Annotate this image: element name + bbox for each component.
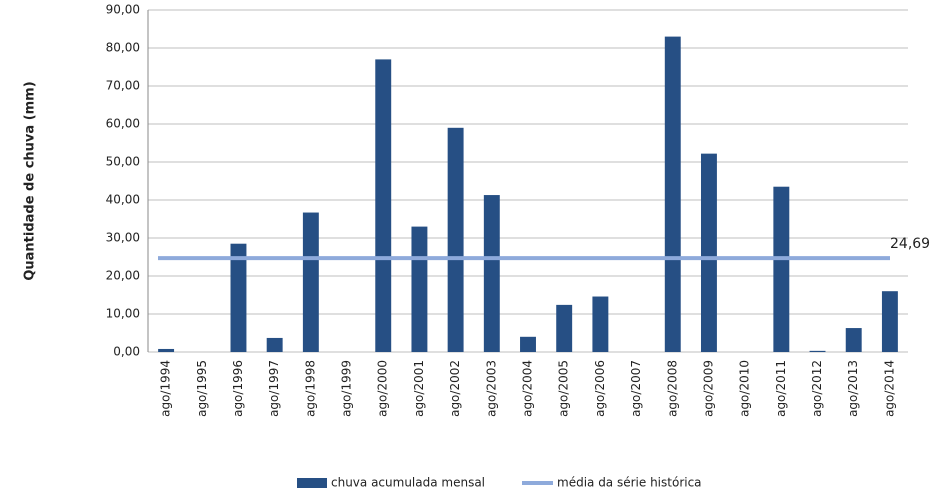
- bar: [664, 36, 681, 352]
- bar: [556, 304, 573, 352]
- bar: [809, 350, 826, 352]
- bar: [881, 291, 898, 352]
- x-tick-label: ago/2002: [448, 360, 462, 417]
- x-tick-label: ago/1996: [231, 360, 245, 417]
- y-tick-label: 30,00: [106, 231, 140, 245]
- y-tick-label: 90,00: [106, 3, 140, 17]
- legend-swatch: [297, 478, 327, 488]
- x-tick-label: ago/2001: [412, 360, 426, 417]
- mean-label: 24,69: [890, 236, 930, 252]
- y-axis-label: Quantidade de chuva (mm): [23, 81, 38, 280]
- y-tick-label: 20,00: [106, 269, 140, 283]
- x-tick-label: ago/2010: [738, 360, 752, 417]
- bar: [158, 348, 175, 352]
- y-tick-label: 70,00: [106, 79, 140, 93]
- x-tick-label: ago/2013: [846, 360, 860, 417]
- x-tick-label: ago/2009: [701, 360, 715, 417]
- bar: [447, 127, 464, 352]
- y-tick-label: 80,00: [106, 41, 140, 55]
- bar: [266, 337, 283, 352]
- bar: [483, 195, 500, 352]
- x-tick-label: ago/2014: [882, 360, 896, 417]
- x-tick-label: ago/2012: [810, 360, 824, 417]
- legend-label: média da série histórica: [557, 476, 702, 490]
- bar: [230, 243, 247, 352]
- x-tick-label: ago/2000: [376, 360, 390, 417]
- bar: [302, 212, 319, 352]
- bar: [411, 226, 428, 352]
- y-tick-label: 10,00: [106, 307, 140, 321]
- y-tick-label: 0,00: [113, 345, 140, 359]
- x-tick-label: ago/2005: [557, 360, 571, 417]
- legend-label: chuva acumulada mensal: [331, 476, 485, 490]
- x-tick-label: ago/2003: [484, 360, 498, 417]
- x-tick-label: ago/2008: [665, 360, 679, 417]
- x-tick-label: ago/2011: [774, 360, 788, 417]
- x-tick-label: ago/1997: [267, 360, 281, 417]
- bar: [845, 328, 862, 352]
- y-tick-label: 60,00: [106, 117, 140, 131]
- x-tick-label: ago/2007: [629, 360, 643, 417]
- x-tick-label: ago/1995: [195, 360, 209, 417]
- y-tick-label: 50,00: [106, 155, 140, 169]
- bar: [773, 186, 790, 352]
- x-tick-label: ago/1994: [159, 360, 173, 417]
- y-tick-label: 40,00: [106, 193, 140, 207]
- x-tick-label: ago/1998: [303, 360, 317, 417]
- x-tick-label: ago/2006: [593, 360, 607, 417]
- bar: [700, 153, 717, 352]
- bar: [375, 59, 392, 353]
- x-tick-label: ago/2004: [521, 360, 535, 417]
- bar: [592, 296, 609, 352]
- x-tick-label: ago/1999: [340, 360, 354, 417]
- bar: [520, 336, 536, 352]
